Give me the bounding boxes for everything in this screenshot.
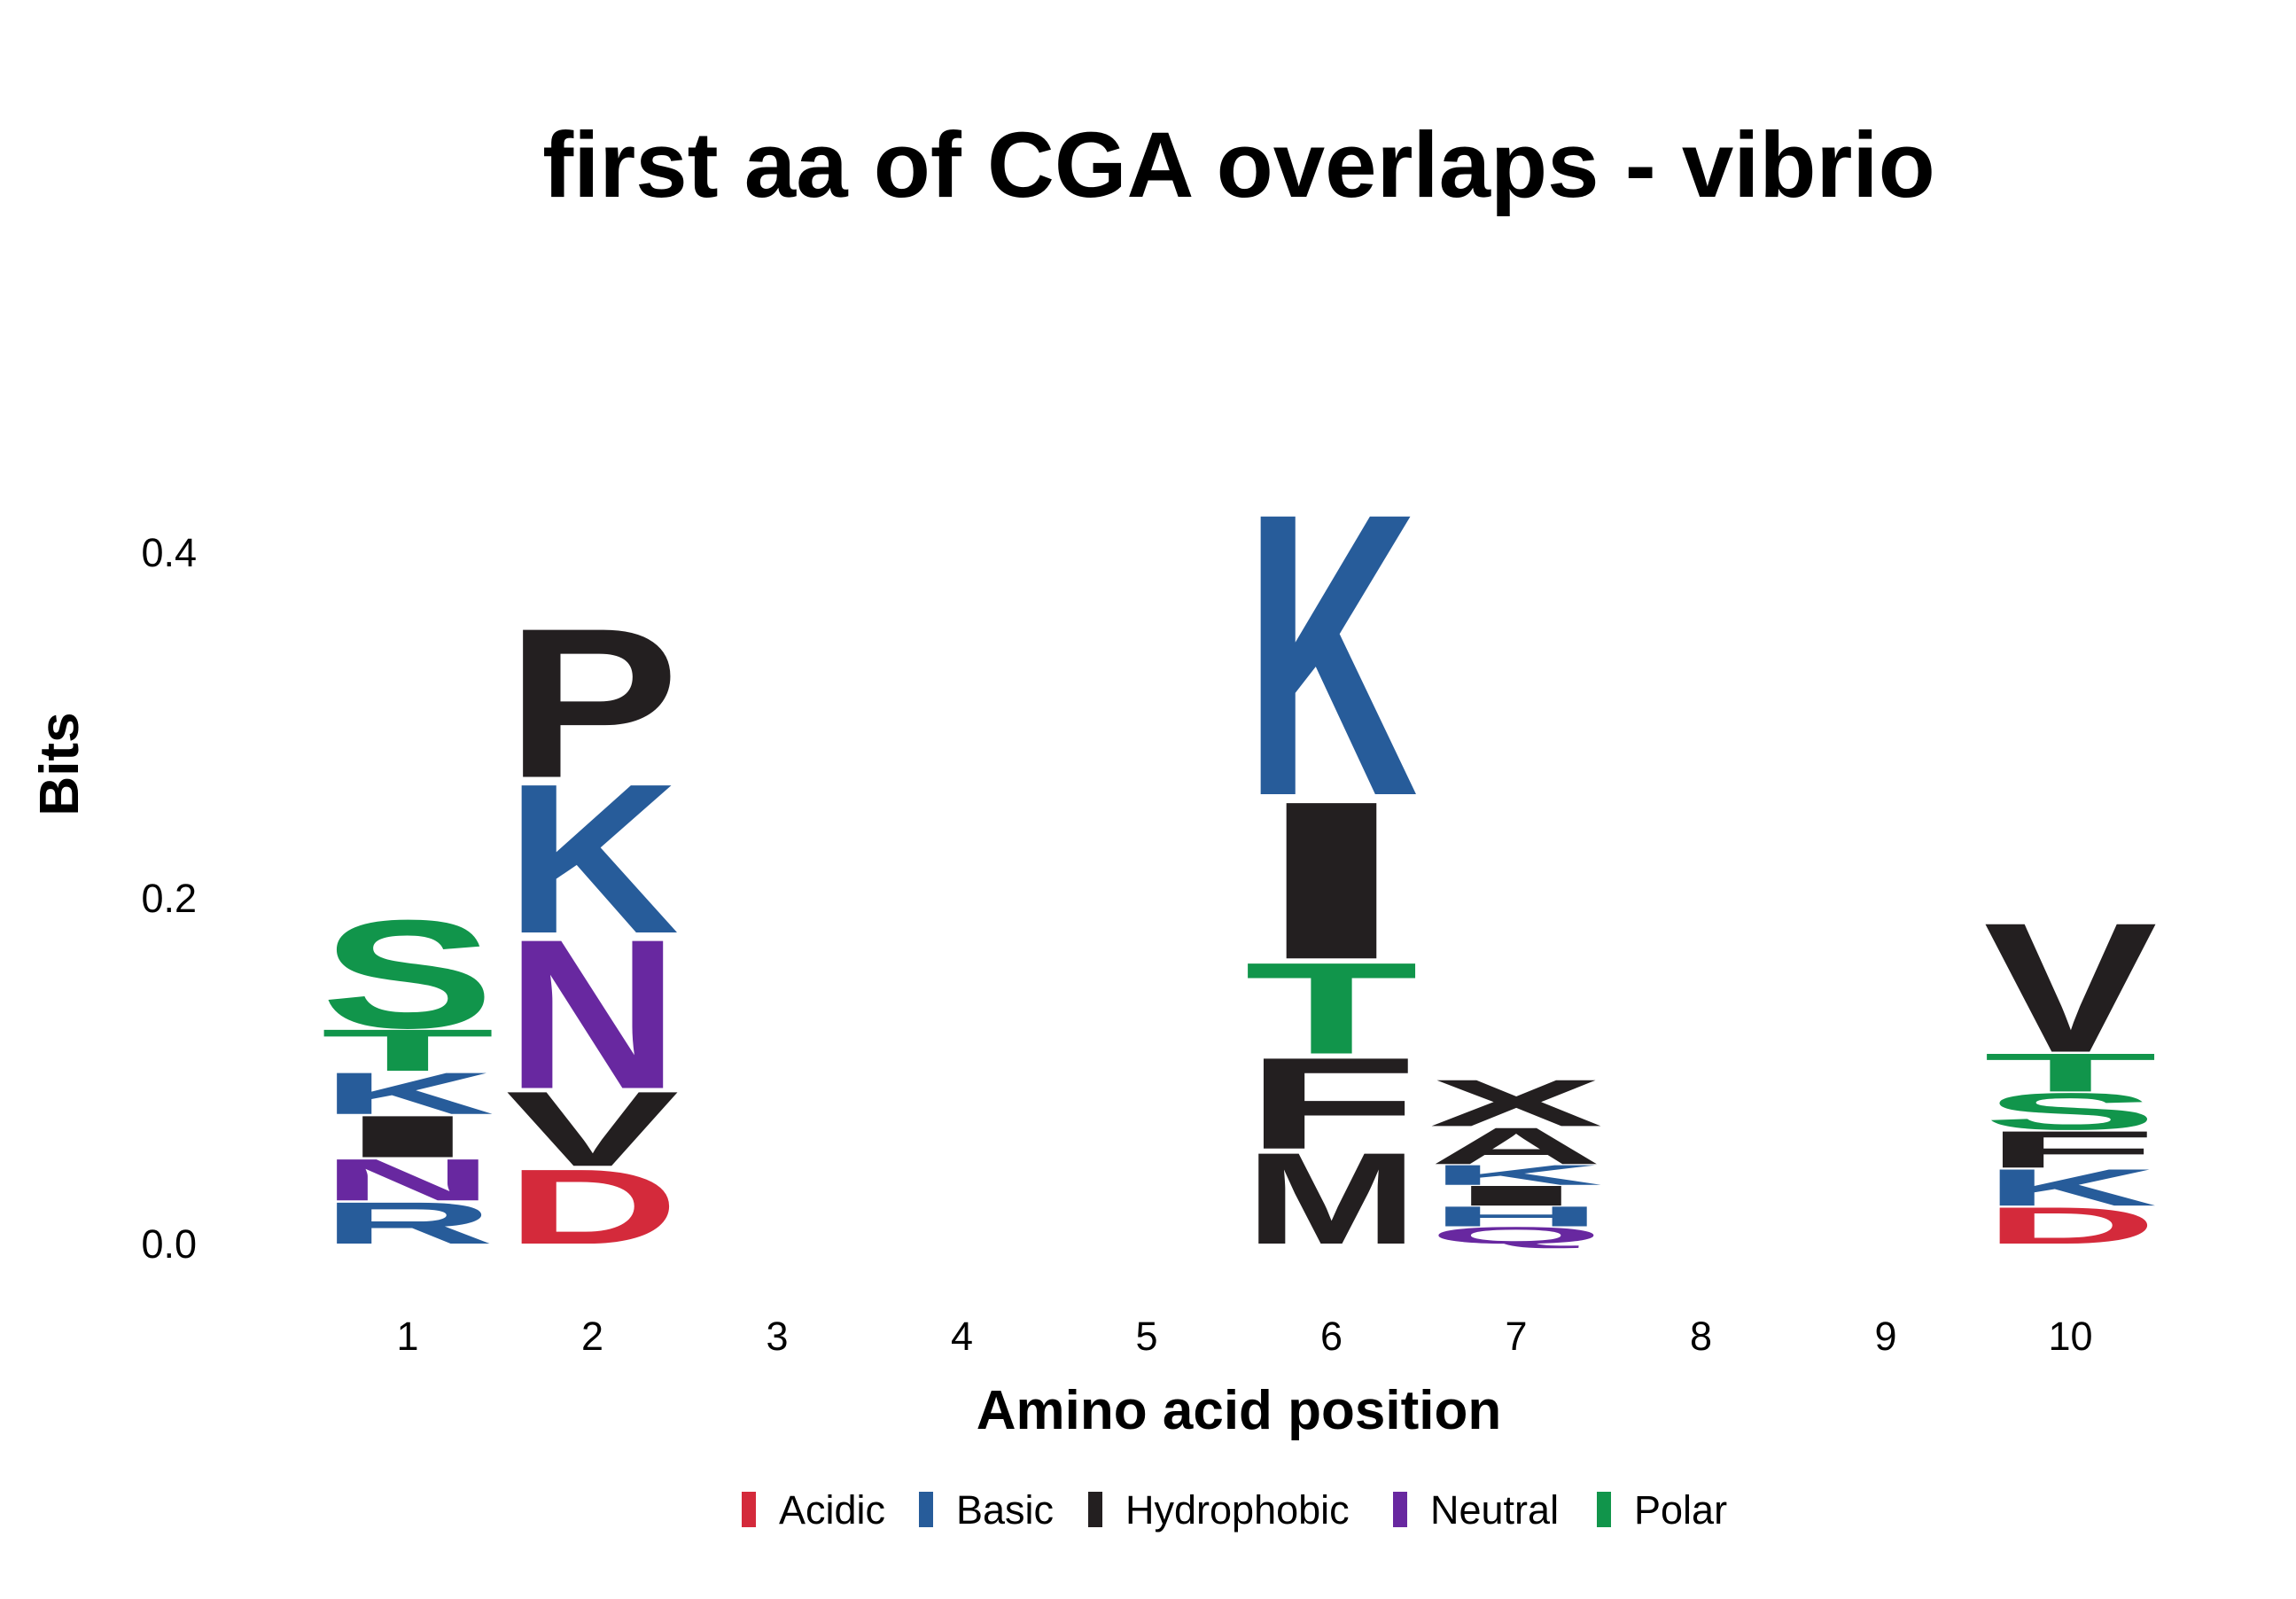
x-tick-label: 8 xyxy=(1690,1314,1712,1359)
logo-letter-s: S xyxy=(1984,1082,2158,1141)
logo-letter-i: I xyxy=(1245,754,1419,1006)
y-axis-ticks: 0.0 0.2 0.4 xyxy=(141,530,197,1267)
legend-swatch xyxy=(742,1492,756,1527)
logo-letter-f: F xyxy=(1984,1120,2158,1179)
logo-letter-n: N xyxy=(506,896,680,1135)
legend-swatch xyxy=(1088,1492,1102,1527)
logo-letter-t: T xyxy=(1984,1042,2158,1104)
logo-letter-i: I xyxy=(321,1104,494,1170)
logo-letter-r: R xyxy=(321,1190,494,1256)
logo-letter-i: I xyxy=(1429,1180,1603,1212)
logo-letter-d: D xyxy=(1984,1197,2158,1255)
logo-letter-t: T xyxy=(1245,935,1419,1081)
x-tick-label: 1 xyxy=(396,1314,418,1359)
logo-letter-s: S xyxy=(321,888,494,1061)
legend-item-polar: Polar xyxy=(1597,1487,1727,1533)
legend-label: Basic xyxy=(956,1487,1054,1533)
legend-item-hydrophobic: Hydrophobic xyxy=(1088,1487,1350,1533)
legend-label: Polar xyxy=(1634,1487,1727,1533)
logo-letter-h: H xyxy=(1429,1200,1603,1232)
logo-letter-p: P xyxy=(506,584,680,823)
logo-letter-m: M xyxy=(1245,1125,1419,1271)
legend-swatch xyxy=(1393,1492,1407,1527)
logo-letter-k: K xyxy=(1245,430,1419,880)
legend-swatch xyxy=(919,1492,933,1527)
legend-item-basic: Basic xyxy=(919,1487,1054,1533)
legend: Acidic Basic Hydrophobic Neutral Polar xyxy=(742,1487,1727,1533)
logo-letter-k: K xyxy=(1429,1159,1603,1191)
logo-letter-v: V xyxy=(1984,885,2158,1092)
logo-letter-q: Q xyxy=(1429,1222,1603,1249)
x-tick-label: 4 xyxy=(951,1314,973,1359)
logo-letter-t: T xyxy=(321,1018,494,1084)
logo-letter-k: K xyxy=(321,1060,494,1127)
x-tick-label: 7 xyxy=(1505,1314,1527,1359)
logo-letter-f: F xyxy=(1245,1030,1419,1176)
logo-letter-v: V xyxy=(506,1069,680,1189)
legend-label: Acidic xyxy=(779,1487,885,1533)
x-axis-ticks: 1 2 3 4 5 6 7 8 9 10 xyxy=(396,1314,2092,1359)
x-tick-label: 5 xyxy=(1135,1314,1157,1359)
legend-item-neutral: Neutral xyxy=(1393,1487,1559,1533)
y-tick-label: 0.4 xyxy=(141,530,197,575)
y-axis-label: Bits xyxy=(29,712,90,815)
legend-label: Hydrophobic xyxy=(1125,1487,1350,1533)
logo-letter-x: X xyxy=(1429,1066,1603,1141)
x-tick-label: 6 xyxy=(1320,1314,1343,1359)
logo-letter-a: A xyxy=(1429,1117,1603,1175)
logo-letter-d: D xyxy=(506,1148,680,1267)
x-tick-label: 3 xyxy=(766,1314,788,1359)
logo-letter-k: K xyxy=(506,740,680,979)
logo-letter-k: K xyxy=(1984,1158,2158,1217)
y-tick-label: 0.2 xyxy=(141,876,197,921)
x-tick-label: 10 xyxy=(2048,1314,2092,1359)
legend-label: Neutral xyxy=(1430,1487,1559,1533)
logo-letter-n: N xyxy=(321,1147,494,1213)
x-tick-label: 2 xyxy=(581,1314,603,1359)
x-tick-label: 9 xyxy=(1874,1314,1896,1359)
x-axis-label: Amino acid position xyxy=(977,1380,1501,1441)
legend-item-acidic: Acidic xyxy=(742,1487,885,1533)
legend-swatch xyxy=(1597,1492,1611,1527)
chart-title: first aa of CGA overlaps - vibrio xyxy=(542,113,1934,217)
y-tick-label: 0.0 xyxy=(141,1221,197,1267)
